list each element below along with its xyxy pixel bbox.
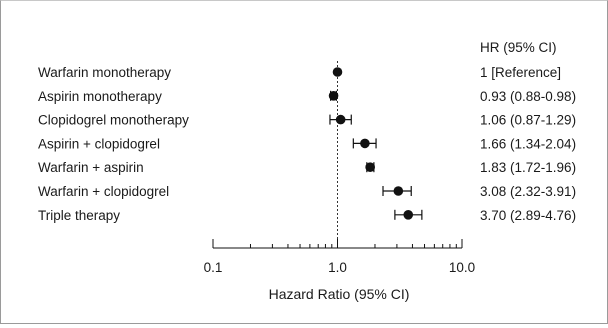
row-hr-value: 1.66 (1.34-2.04) [480,136,576,151]
hr-point [335,114,346,125]
forest-row: Aspirin monotherapy 0.93 (0.88-0.98) [38,89,576,104]
hr-point [393,186,404,196]
forest-rows: Warfarin monotherapy 1 [Reference] Aspirin… [38,65,576,223]
row-label: Triple therapy [38,208,120,223]
forest-row: Warfarin + clopidogrel 3.08 (2.32-3.91) [38,184,576,199]
hr-point [403,210,414,220]
row-label: Warfarin + clopidogrel [38,184,169,199]
x-axis-label: Hazard Ratio (95% CI) [269,286,410,302]
row-hr-value: 1 [Reference] [480,65,561,80]
hr-column-header: HR (95% CI) [480,40,557,55]
row-hr-value: 3.08 (2.32-3.91) [480,184,576,199]
forest-plot: HR (95% CI) Warfarin monotherapy 1 [Refer… [38,40,576,302]
hr-point [332,67,343,77]
x-axis: 0.1 1.0 10.0 [204,239,475,275]
row-label: Aspirin + clopidogrel [38,136,160,151]
row-label: Aspirin monotherapy [38,89,162,104]
forest-row: Triple therapy 3.70 (2.89-4.76) [38,208,576,223]
hr-point [360,138,370,149]
x-tick-label: 0.1 [204,260,223,275]
row-hr-value: 1.83 (1.72-1.96) [480,160,576,175]
row-label: Warfarin + aspirin [38,160,144,175]
row-label: Clopidogrel monotherapy [38,113,189,128]
x-tick-label: 10.0 [449,260,475,275]
row-label: Warfarin monotherapy [38,65,171,80]
forest-row: Warfarin monotherapy 1 [Reference] [38,65,561,80]
forest-row: Aspirin + clopidogrel 1.66 (1.34-2.04) [38,136,576,151]
hr-point [365,162,375,172]
row-hr-value: 3.70 (2.89-4.76) [480,208,576,223]
forest-row: Clopidogrel monotherapy 1.06 (0.87-1.29) [38,113,576,128]
row-hr-value: 1.06 (0.87-1.29) [480,113,576,128]
hr-point [328,91,339,101]
x-tick-label: 1.0 [328,260,347,275]
row-hr-value: 0.93 (0.88-0.98) [480,89,576,104]
forest-row: Warfarin + aspirin 1.83 (1.72-1.96) [38,160,576,175]
